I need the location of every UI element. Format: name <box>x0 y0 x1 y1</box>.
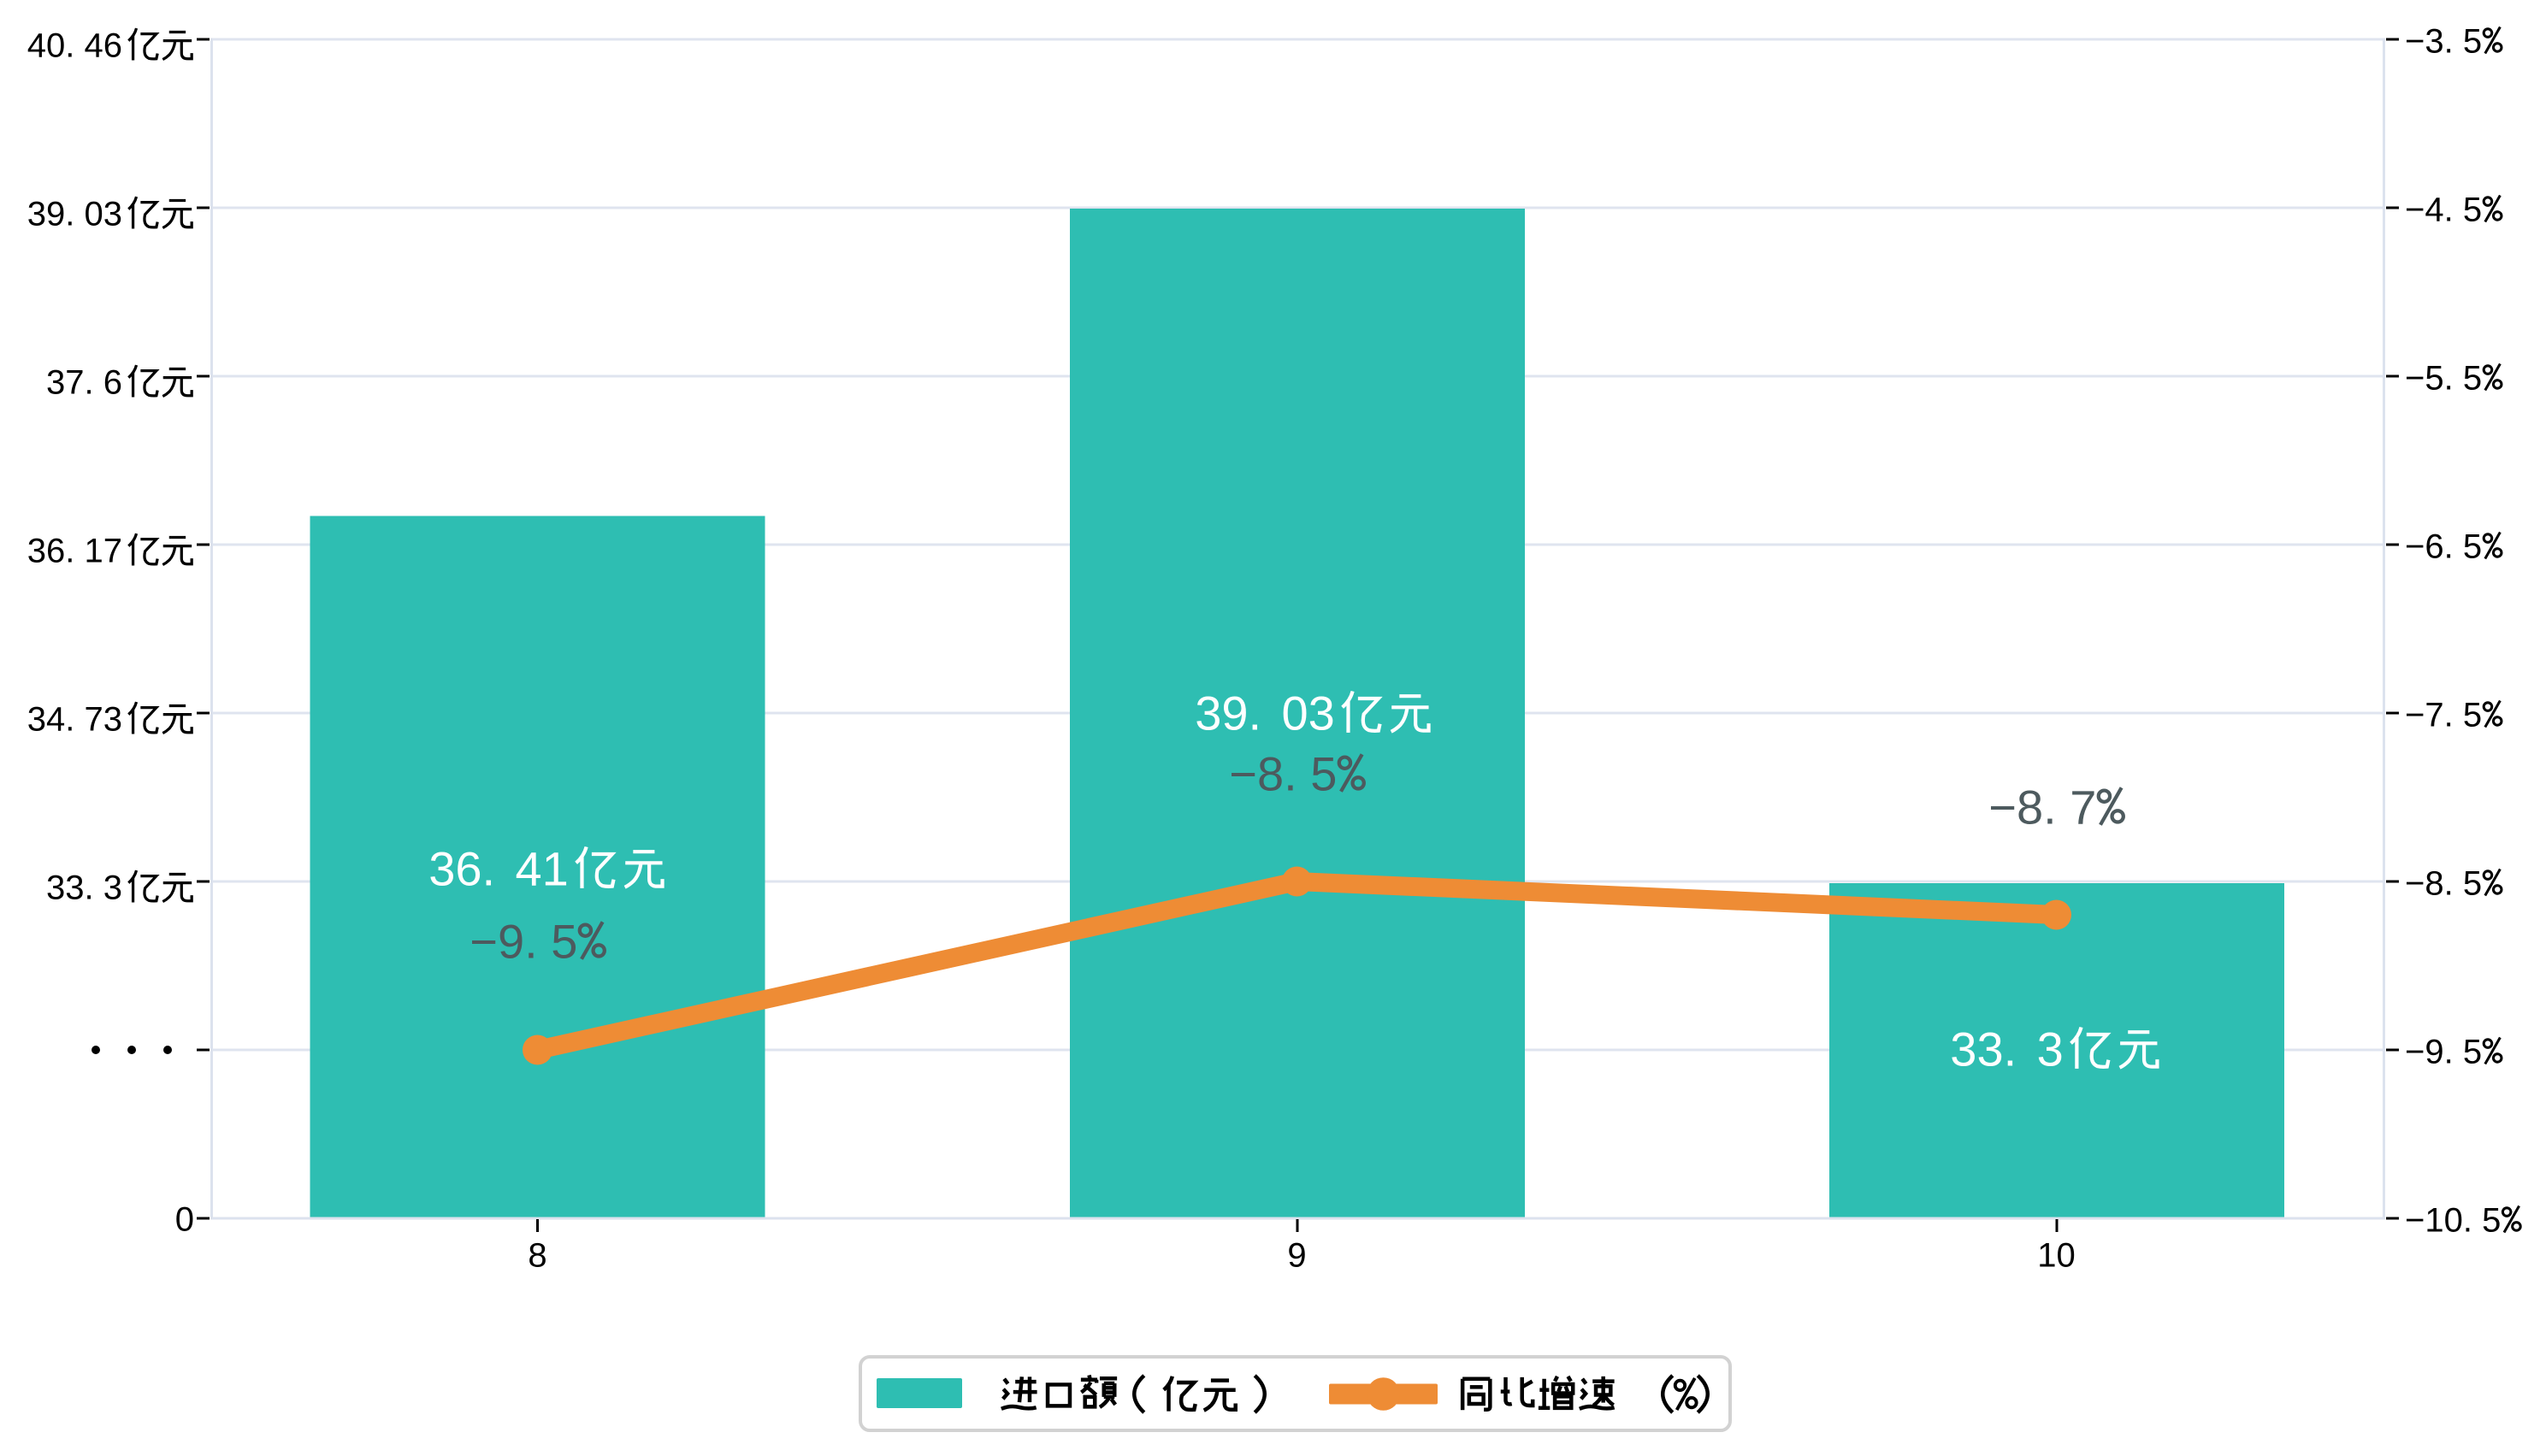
svg-text:−3. 5: −3. 5 <box>2405 23 2482 61</box>
svg-text:−9. 5: −9. 5 <box>470 914 577 968</box>
svg-text:−4. 5: −4. 5 <box>2405 192 2482 229</box>
svg-text:8: 8 <box>528 1237 546 1275</box>
svg-text:−5. 5: −5. 5 <box>2405 360 2482 398</box>
svg-text:36.: 36. <box>428 841 495 895</box>
svg-text:41: 41 <box>516 841 569 895</box>
svg-text:−9. 5: −9. 5 <box>2405 1034 2482 1071</box>
svg-text:34. 73: 34. 73 <box>27 701 122 739</box>
svg-text:39.: 39. <box>1195 686 1261 740</box>
svg-text:40. 46: 40. 46 <box>27 27 122 65</box>
svg-text:39. 03: 39. 03 <box>27 196 122 233</box>
svg-text:−7. 5: −7. 5 <box>2405 697 2482 734</box>
svg-text:03: 03 <box>1282 686 1335 740</box>
svg-text:33.: 33. <box>1950 1022 2017 1076</box>
svg-text:−8. 5: −8. 5 <box>2405 865 2482 903</box>
svg-text:36. 17: 36. 17 <box>27 533 122 570</box>
svg-text:37. 6: 37. 6 <box>46 364 122 402</box>
svg-text:9: 9 <box>1287 1237 1306 1275</box>
svg-text:10: 10 <box>2037 1237 2076 1275</box>
svg-text:33. 3: 33. 3 <box>46 869 122 907</box>
svg-text:3: 3 <box>2037 1022 2064 1076</box>
svg-text:−8. 7: −8. 7 <box>1988 780 2096 834</box>
svg-text:−6. 5: −6. 5 <box>2405 528 2482 566</box>
svg-text:−8. 5: −8. 5 <box>1229 746 1337 800</box>
svg-text:0: 0 <box>175 1201 194 1239</box>
svg-text:−10. 5: −10. 5 <box>2405 1202 2501 1240</box>
